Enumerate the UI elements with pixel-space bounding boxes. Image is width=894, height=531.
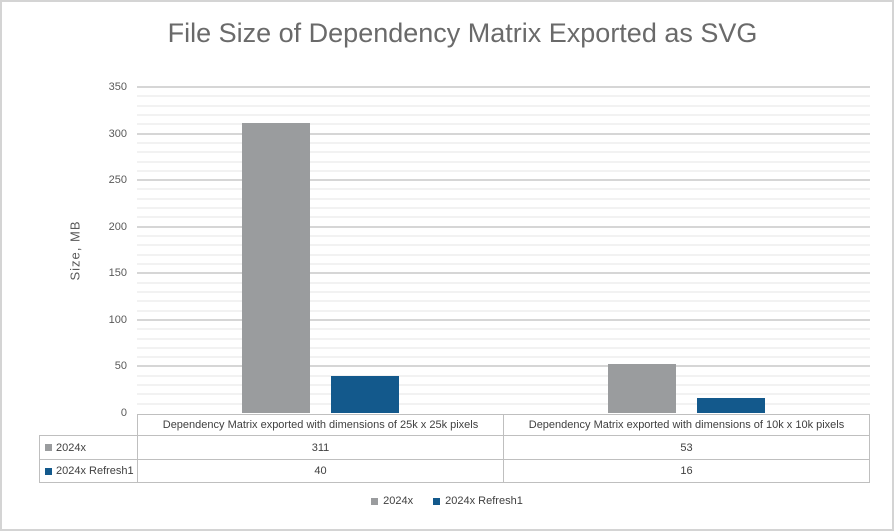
series-key-cell: 2024x Refresh1	[39, 459, 137, 483]
minor-gridline	[137, 244, 870, 247]
y-tick-label: 50	[114, 360, 127, 373]
series-value-cell: 53	[503, 435, 870, 459]
major-gridline	[137, 86, 870, 88]
legend: 2024x 2024x Refresh1	[2, 493, 892, 509]
minor-gridline	[137, 328, 870, 331]
data-table-row-2024x-refresh1: 2024x Refresh1 40 16	[39, 459, 870, 483]
data-table: Dependency Matrix exported with dimensio…	[39, 414, 870, 483]
minor-gridline	[137, 207, 870, 210]
bar-2024x-category-2	[608, 363, 677, 413]
major-gridline	[137, 365, 870, 368]
minor-gridline	[137, 151, 870, 154]
minor-gridline	[137, 235, 870, 238]
legend-label: 2024x	[383, 495, 414, 507]
bar-2024x-refresh1-category-1	[330, 375, 399, 413]
series-key-label: 2024x	[56, 441, 86, 454]
legend-item-2024x-refresh1: 2024x Refresh1	[433, 495, 523, 507]
major-gridline	[137, 132, 870, 135]
series-value-cell: 40	[137, 459, 503, 483]
minor-gridline	[137, 290, 870, 293]
y-tick-label: 350	[108, 81, 127, 93]
minor-gridline	[137, 104, 870, 107]
y-tick-label: 150	[108, 267, 127, 280]
bar-2024x-category-1	[241, 123, 310, 413]
series-key-label: 2024x Refresh1	[56, 465, 134, 477]
minor-gridline	[137, 216, 870, 219]
minor-gridline	[137, 95, 870, 98]
y-tick-label: 250	[108, 174, 127, 187]
minor-gridline	[137, 402, 870, 405]
minor-gridline	[137, 346, 870, 349]
minor-gridline	[137, 374, 870, 377]
legend-label: 2024x Refresh1	[445, 495, 523, 507]
series-value-cell: 311	[137, 435, 503, 459]
y-tick-label: 100	[108, 313, 127, 326]
data-table-row-2024x: 2024x 311 53	[39, 435, 870, 459]
minor-gridline	[137, 253, 870, 256]
major-gridline	[137, 225, 870, 228]
minor-gridline	[137, 197, 870, 200]
y-tick-label: 0	[120, 407, 127, 419]
series-key-swatch-icon	[45, 444, 52, 451]
series-key-cell: 2024x	[39, 435, 137, 459]
minor-gridline	[137, 141, 870, 144]
minor-gridline	[137, 160, 870, 163]
minor-gridline	[137, 337, 870, 340]
major-gridline	[137, 318, 870, 321]
minor-gridline	[137, 393, 870, 396]
minor-gridline	[137, 309, 870, 312]
series-value-cell: 16	[503, 459, 870, 483]
minor-gridline	[137, 123, 870, 126]
minor-gridline	[137, 384, 870, 387]
y-tick-label: 200	[108, 220, 127, 233]
y-axis-ticks: 0 50 100 150 200 250 300 350	[87, 81, 127, 419]
minor-gridline	[137, 281, 870, 284]
minor-gridline	[137, 262, 870, 265]
minor-gridline	[137, 113, 870, 116]
data-table-corner-spacer	[39, 414, 137, 435]
data-table-header-row: Dependency Matrix exported with dimensio…	[39, 414, 870, 435]
plot-area	[137, 86, 870, 413]
major-gridline	[137, 179, 870, 182]
chart-title: File Size of Dependency Matrix Exported …	[167, 18, 758, 48]
category-header-cell: Dependency Matrix exported with dimensio…	[137, 414, 503, 435]
legend-swatch-icon	[433, 497, 441, 505]
minor-gridline	[137, 300, 870, 303]
y-axis-title: Size, MB	[60, 87, 90, 413]
major-gridline	[137, 272, 870, 275]
legend-item-2024x: 2024x	[371, 495, 413, 507]
category-header-cell: Dependency Matrix exported with dimensio…	[503, 414, 870, 435]
y-axis-title-text: Size, MB	[67, 219, 83, 281]
series-key-swatch-icon	[45, 467, 52, 475]
minor-gridline	[137, 169, 870, 172]
bar-2024x-refresh1-category-2	[697, 398, 766, 413]
legend-swatch-icon	[371, 497, 379, 505]
minor-gridline	[137, 188, 870, 191]
minor-gridline	[137, 356, 870, 359]
y-tick-label: 300	[108, 127, 127, 140]
